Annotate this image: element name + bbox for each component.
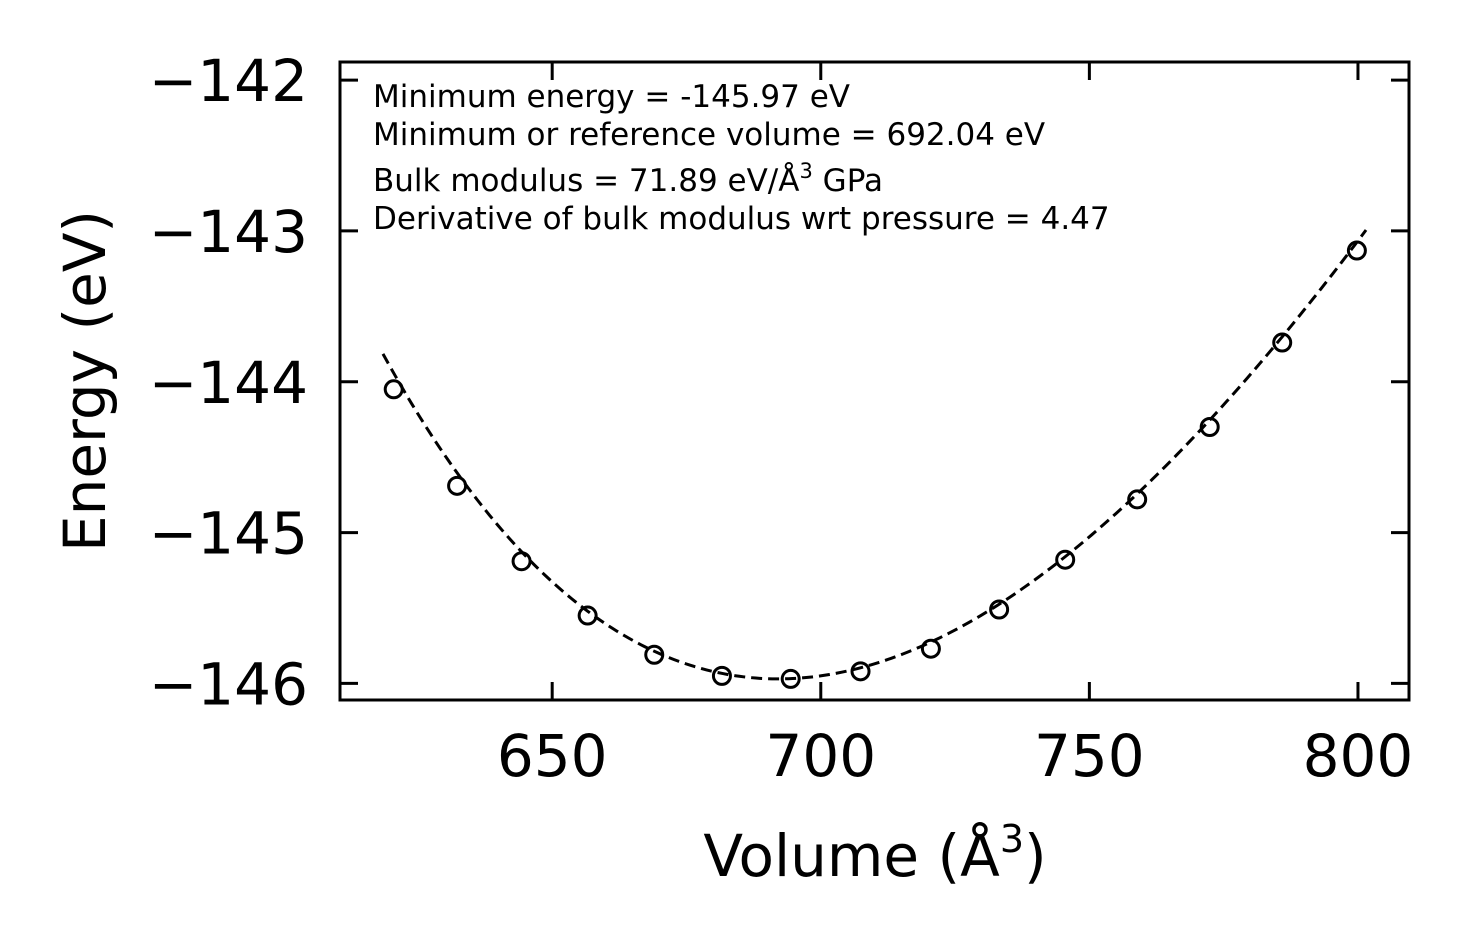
y-tick-label: −143	[149, 198, 308, 266]
x-tick-label: 750	[1034, 722, 1145, 790]
x-axis-label: Volume (Å3)	[703, 817, 1046, 890]
data-point	[383, 379, 404, 400]
data-point	[711, 665, 732, 686]
annotation-bulk-modulus: Bulk modulus = 71.89 eV/Å3 GPa	[373, 159, 883, 199]
y-tick-label: −142	[149, 47, 308, 115]
data-point	[577, 605, 598, 626]
y-tick-label: −144	[149, 349, 308, 417]
x-tick-label: 650	[497, 722, 608, 790]
data-point	[989, 599, 1010, 620]
annotation-min-volume: Minimum or reference volume = 692.04 eV	[373, 117, 1045, 153]
y-tick-label: −145	[149, 500, 308, 568]
axis-ticks: 650 700 750 800 −142 −143 −144 −145 −146	[149, 47, 1414, 790]
data-point	[644, 644, 665, 665]
y-axis-label: Energy (eV)	[51, 210, 119, 552]
y-tick-label: −146	[149, 650, 308, 718]
data-point	[920, 638, 941, 659]
data-points-layer	[383, 240, 1367, 689]
data-point	[511, 551, 532, 572]
data-point	[1199, 417, 1220, 438]
data-point	[1055, 549, 1076, 570]
annotation-min-energy: Minimum energy = -145.97 eV	[373, 79, 850, 115]
data-point	[1346, 240, 1367, 261]
x-tick-label: 800	[1303, 722, 1414, 790]
data-point	[447, 475, 468, 496]
plot-frame	[338, 60, 1411, 702]
data-point	[1127, 489, 1148, 510]
data-point	[1272, 332, 1293, 353]
annotation-bulk-modulus-derivative: Derivative of bulk modulus wrt pressure …	[373, 201, 1110, 237]
data-point	[850, 661, 871, 682]
x-tick-label: 700	[765, 722, 876, 790]
data-point	[780, 668, 801, 689]
